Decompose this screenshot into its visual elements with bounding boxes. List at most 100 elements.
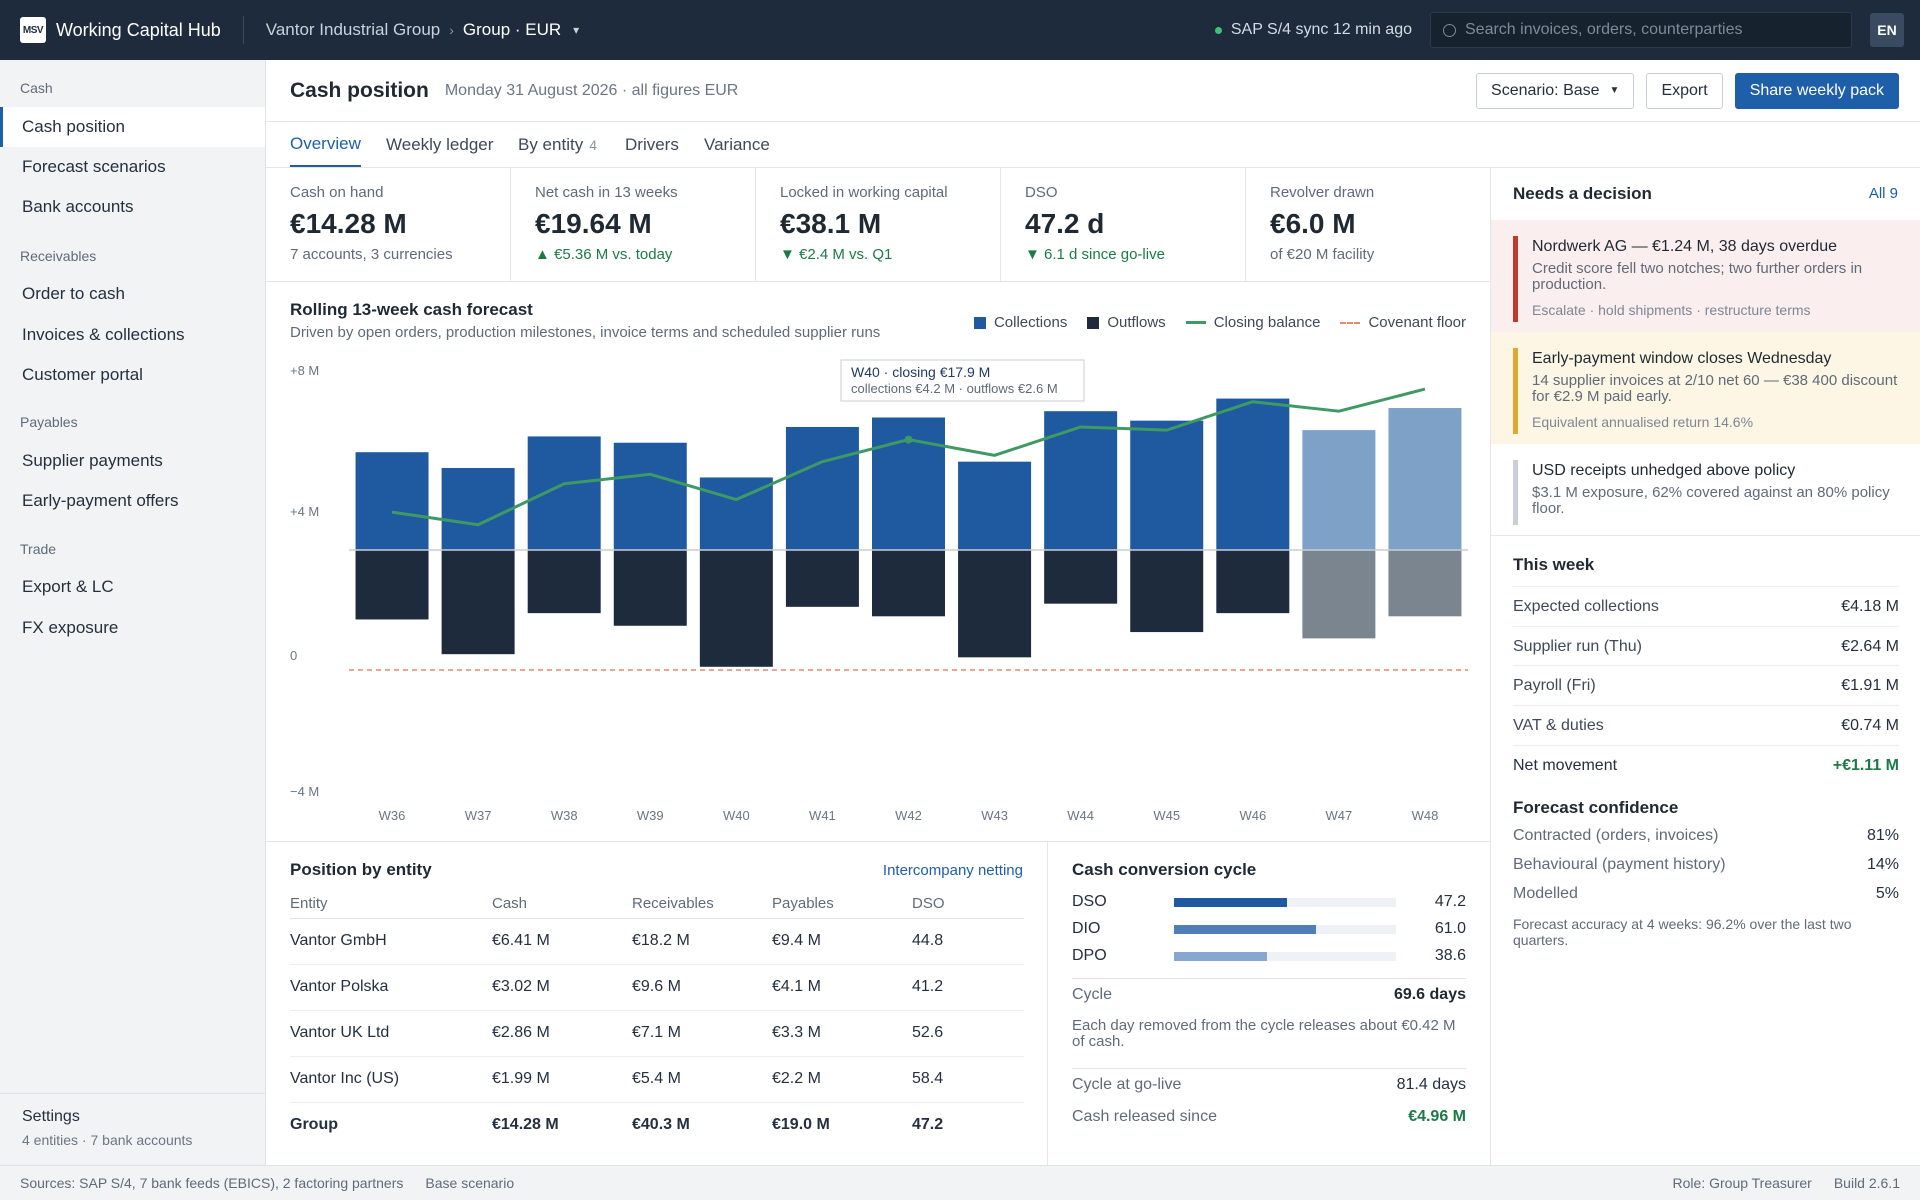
kpi-locked-working-capital[interactable]: Locked in working capital €38.1 M ▼ €2.4… xyxy=(756,168,1001,281)
sync-status: SAP S/4 sync 12 min ago xyxy=(1214,21,1412,39)
kpi-dso[interactable]: DSO 47.2 d ▼ 6.1 d since go-live xyxy=(1001,168,1246,281)
kpi-revolver-drawn[interactable]: Revolver drawn €6.0 M of €20 M facility xyxy=(1246,168,1491,281)
intercompany-netting-link[interactable]: Intercompany netting xyxy=(882,862,1023,879)
scope-caret-icon[interactable]: ▾ xyxy=(573,23,580,37)
entity-card-title: Position by entity xyxy=(290,860,432,879)
ccc-dio-row: DIO 61.0 xyxy=(1072,919,1466,939)
forecast-chart[interactable]: +8 M +4 M 0 −4 M W36 W37 W38 W39 W40 W41 W42 W43 W44… xyxy=(266,282,1490,842)
ccc-dpo-row: DPO 38.6 xyxy=(1072,946,1466,966)
cell-cash: €1.99 M xyxy=(492,1056,632,1103)
sidebar-item-bank-accounts[interactable]: Bank accounts xyxy=(22,197,134,216)
sidebar-item-invoices-collections[interactable]: Invoices & collections xyxy=(22,325,185,344)
scenario-select[interactable]: Scenario: Base ▼ xyxy=(1476,72,1635,109)
week-value: €2.64 M xyxy=(1841,637,1899,655)
column-header[interactable]: Entity xyxy=(290,890,492,919)
sidebar-item-supplier-payments[interactable]: Supplier payments xyxy=(22,451,163,470)
tab-weekly-ledger[interactable]: Weekly ledger xyxy=(386,122,493,167)
sidebar-settings[interactable]: Settings 4 entities · 7 bank accounts xyxy=(0,1093,265,1148)
week-label: Payroll (Fri) xyxy=(1513,676,1596,694)
cell-receivables: €18.2 M xyxy=(632,918,772,965)
breadcrumb-scope[interactable]: Group · EUR xyxy=(462,20,562,39)
legend-label: Outflows xyxy=(1107,314,1166,331)
tab-label: Drivers xyxy=(625,134,679,154)
search-input[interactable] xyxy=(1465,21,1839,39)
sidebar-item-order-to-cash[interactable]: Order to cash xyxy=(22,284,125,303)
week-row: Supplier run (Thu) €2.64 M xyxy=(1513,626,1899,666)
decision-card-overdue[interactable]: Nordwerk AG — €1.24 M, 38 days overdue C… xyxy=(1491,220,1920,332)
legend-closing-balance[interactable]: Closing balance xyxy=(1185,314,1320,331)
decision-card-usd-hedge[interactable]: USD receipts unhedged above policy $3.1 … xyxy=(1491,444,1920,536)
net-movement-label: Net movement xyxy=(1513,756,1618,774)
collections-bar xyxy=(441,467,515,551)
ccc-released-row: Cash released since €4.96 M xyxy=(1072,1100,1466,1133)
sidebar-item-fx-exposure[interactable]: FX exposure xyxy=(22,618,119,637)
decision-meta: Equivalent annualised return 14.6% xyxy=(1532,414,1754,430)
kpi-sub: of €20 M facility xyxy=(1270,246,1375,263)
chevron-down-icon: ▼ xyxy=(1609,85,1620,96)
share-weekly-pack-button[interactable]: Share weekly pack xyxy=(1734,72,1899,109)
chart-tooltip xyxy=(840,359,1085,402)
decision-card-early-payment[interactable]: Early-payment window closes Wednesday 14… xyxy=(1491,332,1920,444)
decisions-all-link[interactable]: All 9 xyxy=(1868,185,1898,202)
sidebar-item-forecast-scenarios[interactable]: Forecast scenarios xyxy=(22,157,166,176)
sync-label: SAP S/4 sync 12 min ago xyxy=(1230,21,1412,38)
table-row[interactable]: Vantor Polska €3.02 M €9.6 M €4.1 M 41.2 xyxy=(290,964,1024,1011)
confidence-row: Contracted (orders, invoices) 81% xyxy=(1513,822,1899,850)
kpi-label: DSO xyxy=(1025,184,1058,201)
cell-dso: 44.8 xyxy=(912,918,1024,965)
column-header[interactable]: Payables xyxy=(772,890,912,919)
x-tick-label: W45 xyxy=(1153,808,1180,823)
confidence-value: 81% xyxy=(1866,827,1899,844)
kpi-cash-on-hand[interactable]: Cash on hand €14.28 M 7 accounts, 3 curr… xyxy=(266,168,511,281)
table-row[interactable]: Vantor Inc (US) €1.99 M €5.4 M €2.2 M 58… xyxy=(290,1056,1024,1103)
kpi-sub: ▼ €2.4 M vs. Q1 xyxy=(780,246,893,263)
balance-point xyxy=(904,435,913,444)
x-tick-label: W46 xyxy=(1239,808,1266,823)
cell-entity: Vantor Inc (US) xyxy=(290,1056,492,1103)
table-row[interactable]: Vantor GmbH €6.41 M €18.2 M €9.4 M 44.8 xyxy=(290,918,1024,965)
sidebar-item-customer-portal[interactable]: Customer portal xyxy=(22,365,143,384)
ccc-bar-fill xyxy=(1174,924,1317,934)
language-button[interactable]: EN xyxy=(1870,13,1904,47)
kpi-sub: 7 accounts, 3 currencies xyxy=(290,246,453,263)
collections-bar xyxy=(1130,420,1204,551)
cell-cash: €2.86 M xyxy=(492,1010,632,1057)
table-row[interactable]: Vantor UK Ltd €2.86 M €7.1 M €3.3 M 52.6 xyxy=(290,1010,1024,1057)
nav-group-payables: Payables xyxy=(20,414,78,430)
column-header[interactable]: Cash xyxy=(492,890,632,919)
cash-conversion-cycle-card: Cash conversion cycle DSO 47.2 DIO 61.0 … xyxy=(1048,842,1490,1165)
sidebar-item-early-payment-offers[interactable]: Early-payment offers xyxy=(22,491,179,510)
ccc-golive-value: 81.4 days xyxy=(1396,1076,1466,1093)
kpi-sub: ▲ €5.36 M vs. today xyxy=(535,246,673,263)
cell-payables: €19.0 M xyxy=(772,1116,830,1134)
x-tick-label: W41 xyxy=(809,808,836,823)
x-tick-label: W37 xyxy=(465,808,492,823)
sidebar-item-export-lc[interactable]: Export & LC xyxy=(22,577,114,596)
confidence-value: 14% xyxy=(1866,856,1899,873)
export-button[interactable]: Export xyxy=(1646,72,1723,109)
breadcrumb-company[interactable]: Vantor Industrial Group xyxy=(265,20,441,39)
legend-outflows[interactable]: Outflows xyxy=(1087,314,1166,331)
column-header[interactable]: Receivables xyxy=(632,890,772,919)
tab-by-entity[interactable]: By entity 4 xyxy=(518,122,597,167)
settings-label[interactable]: Settings xyxy=(22,1108,80,1125)
net-movement-row: Net movement +€1.11 M xyxy=(1513,745,1899,785)
cell-dso: 47.2 xyxy=(912,1116,944,1134)
tab-drivers[interactable]: Drivers xyxy=(625,122,679,167)
sidebar-item-cash-position[interactable]: Cash position xyxy=(0,107,265,147)
position-by-entity-card: Position by entity Intercompany netting … xyxy=(266,842,1048,1165)
tab-variance[interactable]: Variance xyxy=(704,122,770,167)
x-tick-label: W36 xyxy=(379,808,406,823)
cell-cash: €6.41 M xyxy=(492,918,632,965)
column-header[interactable]: DSO xyxy=(912,890,1024,919)
legend-collections[interactable]: Collections xyxy=(973,314,1067,331)
legend-covenant-floor[interactable]: Covenant floor xyxy=(1340,314,1466,331)
kpi-net-cash-13-weeks[interactable]: Net cash in 13 weeks €19.64 M ▲ €5.36 M … xyxy=(511,168,756,281)
tab-overview[interactable]: Overview xyxy=(290,122,361,167)
y-tick-label: +8 M xyxy=(290,363,319,378)
decision-text: 14 supplier invoices at 2/10 net 60 — €3… xyxy=(1532,372,1898,405)
ccc-value: 61.0 xyxy=(1434,920,1466,937)
search-box[interactable] xyxy=(1430,12,1852,48)
table-header-row: Entity Cash Receivables Payables DSO xyxy=(290,890,1024,919)
decision-actions[interactable]: Escalate · hold shipments · restructure … xyxy=(1532,302,1811,318)
